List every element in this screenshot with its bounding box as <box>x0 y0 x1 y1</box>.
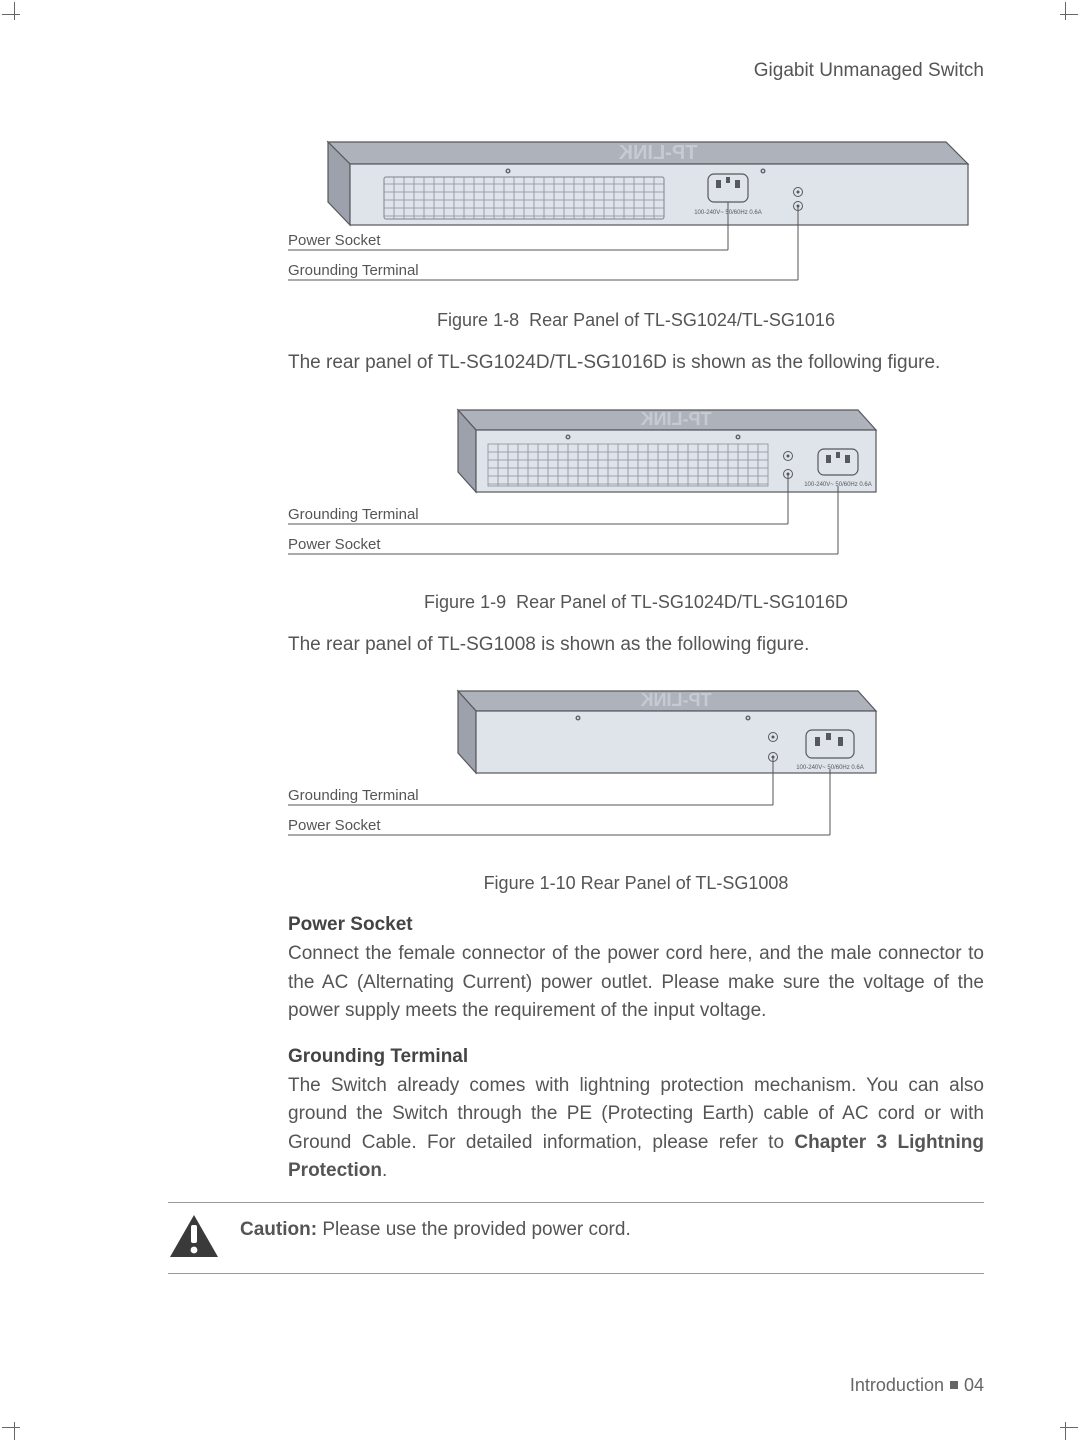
fig2-label-power: Power Socket <box>288 536 381 553</box>
intro-para-3: The rear panel of TL-SG1008 is shown as … <box>288 631 984 660</box>
figure-1-9: TP-LINK 100-240V~ 50/60Hz 0.6A <box>288 394 984 584</box>
svg-text:TP-LINK: TP-LINK <box>641 690 712 710</box>
grounding-heading: Grounding Terminal <box>288 1046 984 1068</box>
figure-1-10-caption: Figure 1-10 Rear Panel of TL-SG1008 <box>288 873 984 894</box>
svg-text:TP-LINK: TP-LINK <box>618 142 697 164</box>
svg-text:TP-LINK: TP-LINK <box>641 409 712 429</box>
figure-1-8-caption: Figure 1-8 Rear Panel of TL-SG1024/TL-SG… <box>288 310 984 331</box>
power-socket-heading: Power Socket <box>288 914 984 936</box>
fig2-label-ground: Grounding Terminal <box>288 506 419 523</box>
fig3-label-ground: Grounding Terminal <box>288 787 419 804</box>
grounding-body: The Switch already comes with lightning … <box>288 1072 984 1186</box>
divider-top <box>168 1202 984 1203</box>
power-socket-body: Connect the female connector of the powe… <box>288 940 984 1026</box>
page-header: Gigabit Unmanaged Switch <box>90 60 984 82</box>
page-footer: Introduction04 <box>850 1375 984 1396</box>
fig3-label-power: Power Socket <box>288 817 381 834</box>
figure-1-9-caption: Figure 1-9 Rear Panel of TL-SG1024D/TL-S… <box>288 592 984 613</box>
caution-icon <box>168 1213 220 1259</box>
intro-para-2: The rear panel of TL-SG1024D/TL-SG1016D … <box>288 349 984 378</box>
fig1-label-ground: Grounding Terminal <box>288 262 419 279</box>
caution-text: Caution: Please use the provided power c… <box>240 1213 631 1241</box>
caution-row: Caution: Please use the provided power c… <box>168 1213 984 1259</box>
divider-bottom <box>168 1273 984 1274</box>
fig1-label-power: Power Socket <box>288 232 381 249</box>
figure-1-8: TP-LINK <box>288 122 984 302</box>
figure-1-10: TP-LINK 100-240V~ 50/60Hz 0.6A Grounding… <box>288 675 984 865</box>
